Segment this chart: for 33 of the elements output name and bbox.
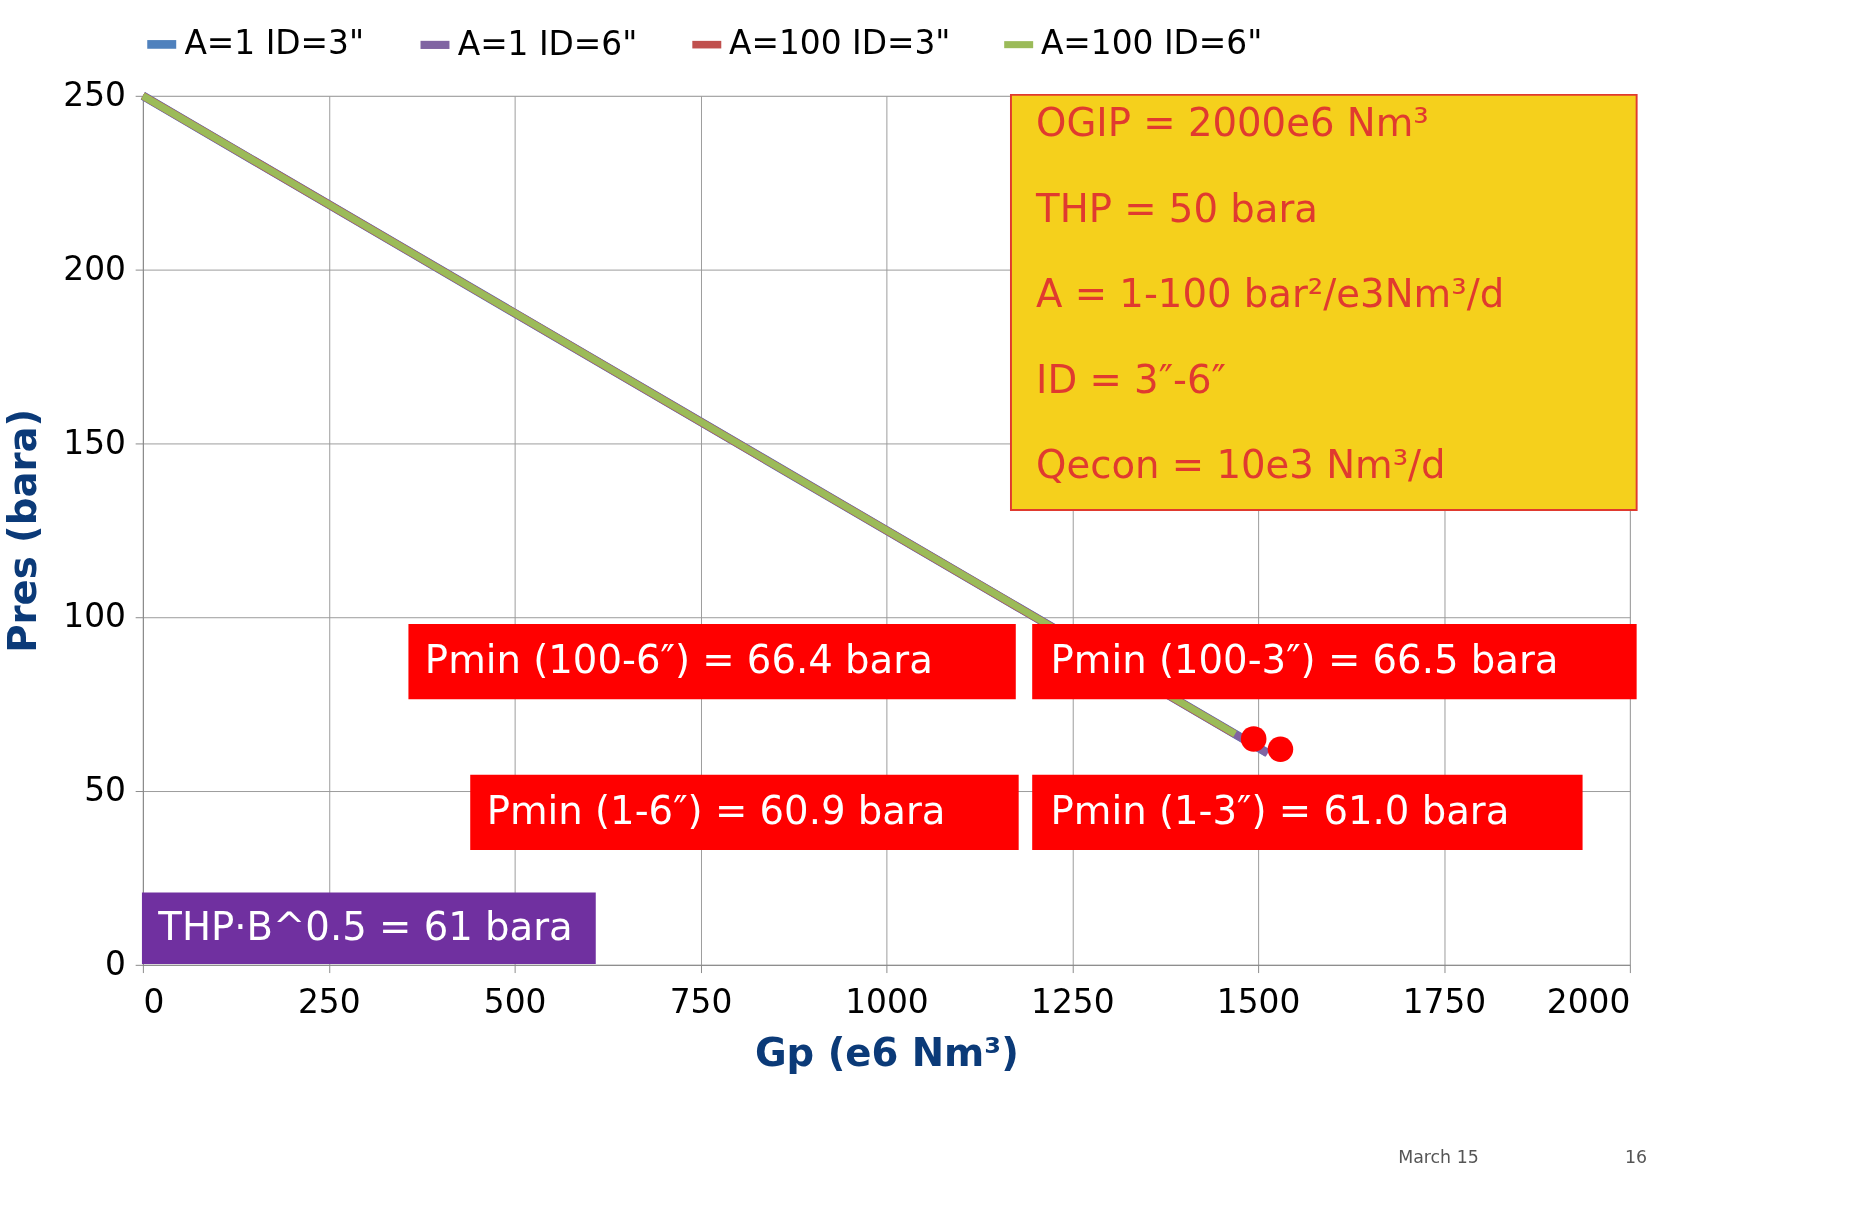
annotation: Pmin (1-6″) = 60.9 bara [486, 787, 946, 833]
legend-label: A=1 ID=6" [457, 24, 638, 63]
annotation: Pmin (100-6″) = 66.4 bara [424, 637, 933, 683]
y-tick-label: 50 [84, 771, 127, 810]
annotation: Qecon = 10e3 Nm³/d [1036, 442, 1446, 488]
x-tick-label: 500 [483, 982, 547, 1021]
annotation: Pmin (100-3″) = 66.5 bara [1050, 637, 1559, 683]
x-tick-label: 2000 [1546, 982, 1631, 1021]
legend-label: A=100 ID=3" [729, 24, 951, 63]
y-tick-label: 100 [63, 597, 127, 636]
y-axis-title: Pres (bara) [0, 408, 46, 653]
x-tick-label: 750 [669, 982, 733, 1021]
x-tick-label: 0 [143, 982, 165, 1021]
text: March 15 [1398, 1146, 1479, 1167]
annotation: A = 1-100 bar²/e3Nm³/d [1036, 271, 1505, 317]
annotation: THP·B^0.5 = 61 bara [157, 903, 573, 949]
x-axis-title: Gp (e6 Nm³) [754, 1029, 1019, 1075]
legend-label: A=100 ID=6" [1040, 24, 1263, 63]
y-tick-label: 150 [63, 423, 127, 462]
x-tick-label: 1000 [845, 982, 929, 1021]
y-tick-label: 200 [63, 249, 127, 288]
y-tick-label: 0 [105, 944, 127, 983]
y-tick-label: 250 [63, 75, 127, 114]
x-tick-label: 1750 [1402, 982, 1487, 1021]
annotation: THP = 50 bara [1035, 186, 1318, 232]
annotation: Pmin (1-3″) = 61.0 bara [1050, 787, 1510, 833]
x-tick-label: 250 [297, 982, 361, 1021]
legend-label: A=1 ID=3" [184, 24, 365, 63]
annotation: ID = 3″-6″ [1036, 357, 1226, 403]
x-tick-label: 1500 [1216, 982, 1301, 1021]
x-tick-label: 1250 [1030, 982, 1115, 1021]
text: 16 [1625, 1146, 1648, 1167]
annotation: OGIP = 2000e6 Nm³ [1036, 100, 1429, 146]
